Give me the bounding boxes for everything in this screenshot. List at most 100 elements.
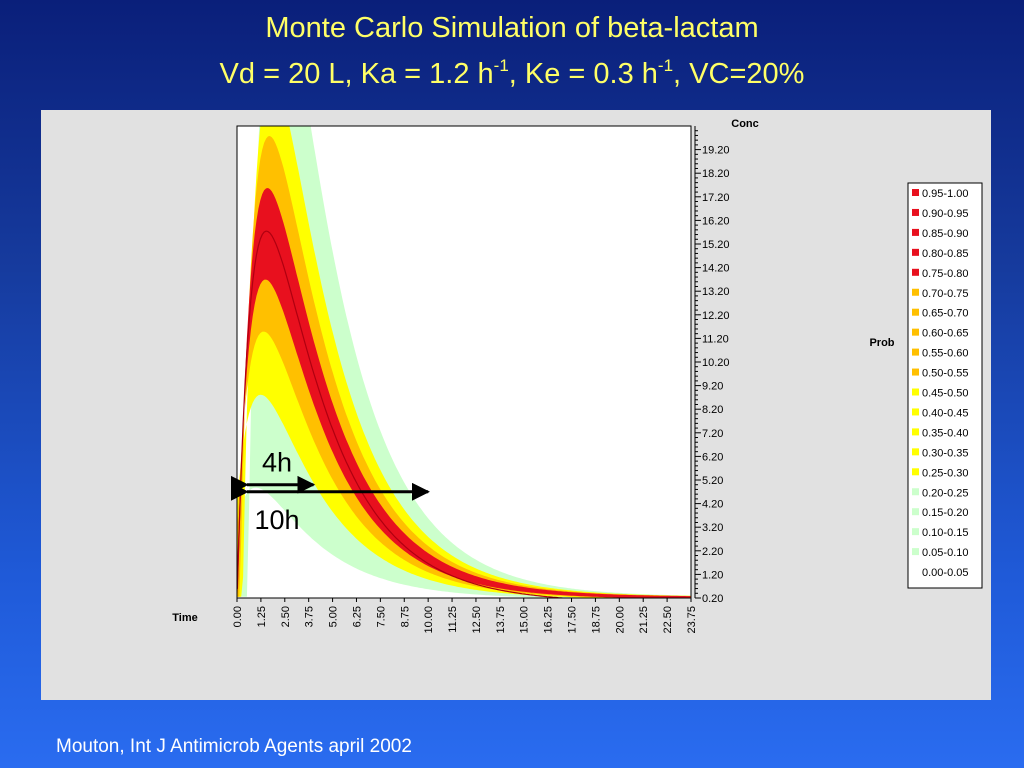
title-part3: , VC=20% bbox=[673, 58, 805, 90]
legend-label: 0.00-0.05 bbox=[922, 567, 968, 579]
y-tick-label: 8.20 bbox=[702, 404, 723, 416]
x-tick-label: 23.75 bbox=[686, 606, 698, 634]
citation: Mouton, Int J Antimicrob Agents april 20… bbox=[56, 736, 412, 757]
median-curve bbox=[237, 230, 572, 598]
legend-label: 0.90-0.95 bbox=[922, 208, 968, 220]
y-axis: 0.20 1.20 2.20 3.20 4.20 5.20 6.20 7.20 8.20 9.20… bbox=[694, 126, 730, 605]
legend-label: 0.85-0.90 bbox=[922, 228, 968, 240]
slide-title-line1: Monte Carlo Simulation of beta-lactam bbox=[265, 12, 759, 44]
x-tick-label: 21.25 bbox=[638, 606, 650, 634]
legend-label: 0.55-0.60 bbox=[922, 348, 968, 360]
legend-swatch bbox=[912, 468, 919, 476]
legend-swatch bbox=[912, 428, 919, 436]
x-tick-label: 20.00 bbox=[614, 606, 626, 634]
y-tick-label: 0.20 bbox=[702, 593, 723, 605]
legend-swatch bbox=[911, 567, 920, 576]
x-tick-label: 10.00 bbox=[423, 606, 435, 634]
y-tick-label: 16.20 bbox=[702, 215, 730, 227]
y-tick-label: 4.20 bbox=[702, 499, 723, 511]
legend-swatch bbox=[912, 388, 919, 396]
x-tick-label: 12.50 bbox=[471, 606, 483, 634]
legend-swatch bbox=[912, 368, 919, 376]
x-tick-label: 3.75 bbox=[304, 606, 316, 627]
legend-label: 0.75-0.80 bbox=[922, 268, 968, 280]
y-tick-label: 5.20 bbox=[702, 475, 723, 487]
legend-label: 0.80-0.85 bbox=[922, 248, 968, 260]
x-tick-label: 22.50 bbox=[662, 606, 674, 634]
annotation-label-4h: 4h bbox=[262, 448, 292, 478]
x-axis: 0.00 1.25 2.50 3.75 5.00 6.25 7.50 8.75 10.00 11.… bbox=[232, 597, 698, 634]
legend-label: 0.15-0.20 bbox=[922, 507, 968, 519]
y-tick-label: 14.20 bbox=[702, 263, 730, 275]
legend: 0.95-1.00 0.90-0.95 0.85-0.90 0.80-0.85 0.75… bbox=[907, 182, 983, 589]
annotations: 4h 10h bbox=[230, 448, 430, 535]
legend-swatch bbox=[912, 288, 919, 296]
legend-swatch bbox=[912, 189, 919, 196]
legend-swatch bbox=[912, 488, 919, 496]
chart-panel: 0.20 1.20 2.20 3.20 4.20 5.20 6.20 7.20 8.20 9.20… bbox=[41, 110, 991, 700]
legend-swatch bbox=[912, 268, 919, 276]
annotation-label-10h: 10h bbox=[254, 505, 299, 535]
y-axis-title: Conc bbox=[731, 118, 759, 130]
legend-label: 0.20-0.25 bbox=[922, 487, 968, 499]
y-tick-label: 6.20 bbox=[702, 451, 723, 463]
x-tick-label: 18.75 bbox=[590, 606, 602, 634]
x-tick-label: 16.25 bbox=[543, 606, 555, 634]
y-tick-label: 19.20 bbox=[702, 145, 730, 157]
x-tick-label: 1.25 bbox=[256, 606, 268, 627]
y-tick-label: 15.20 bbox=[702, 239, 730, 251]
title-part1: Vd = 20 L, Ka = 1.2 h bbox=[219, 58, 494, 90]
legend-label: 0.50-0.55 bbox=[922, 368, 968, 380]
legend-swatch bbox=[912, 348, 919, 356]
x-tick-label: 15.00 bbox=[519, 606, 531, 634]
legend-box bbox=[907, 182, 983, 589]
x-tick-label: 2.50 bbox=[280, 606, 292, 627]
legend-label: 0.70-0.75 bbox=[922, 288, 968, 300]
legend-label: 0.25-0.30 bbox=[922, 467, 968, 479]
y-tick-label: 13.20 bbox=[702, 286, 730, 298]
legend-swatch bbox=[912, 508, 919, 516]
y-tick-label: 7.20 bbox=[702, 428, 723, 440]
y-tick-label: 18.20 bbox=[702, 168, 730, 180]
x-tick-label: 17.50 bbox=[567, 606, 579, 634]
legend-swatch bbox=[912, 528, 919, 536]
legend-title: Prob bbox=[869, 337, 894, 349]
legend-label: 0.05-0.10 bbox=[922, 547, 968, 559]
legend-label: 0.30-0.35 bbox=[922, 447, 968, 459]
y-tick-label: 12.20 bbox=[702, 310, 730, 322]
legend-label: 0.35-0.40 bbox=[922, 427, 968, 439]
title-sup2: -1 bbox=[657, 56, 674, 75]
legend-label: 0.95-1.00 bbox=[922, 188, 968, 200]
x-tick-label: 5.00 bbox=[328, 606, 340, 627]
legend-swatch bbox=[912, 228, 919, 236]
y-tick-label: 10.20 bbox=[702, 357, 730, 369]
x-tick-label: 6.25 bbox=[351, 606, 363, 627]
y-tick-label: 9.20 bbox=[702, 381, 723, 393]
legend-label: 0.40-0.45 bbox=[922, 407, 968, 419]
legend-label: 0.65-0.70 bbox=[922, 308, 968, 320]
legend-swatch bbox=[912, 448, 919, 456]
x-tick-label: 7.50 bbox=[375, 606, 387, 627]
x-axis-title: Time bbox=[172, 612, 197, 624]
legend-swatch bbox=[912, 208, 919, 216]
legend-swatch bbox=[912, 548, 919, 556]
y-tick-label: 2.20 bbox=[702, 546, 723, 558]
y-tick-label: 11.20 bbox=[702, 333, 729, 345]
legend-label: 0.60-0.65 bbox=[922, 328, 968, 340]
legend-label: 0.10-0.15 bbox=[922, 527, 968, 539]
x-tick-label: 13.75 bbox=[495, 606, 507, 634]
legend-swatch bbox=[912, 328, 919, 336]
heatmap-chart: 0.20 1.20 2.20 3.20 4.20 5.20 6.20 7.20 8.20 9.20… bbox=[172, 118, 983, 634]
y-tick-label: 1.20 bbox=[702, 569, 723, 581]
y-tick-label: 3.20 bbox=[702, 522, 723, 534]
legend-swatch bbox=[912, 248, 919, 256]
title-sup1: -1 bbox=[493, 56, 509, 75]
legend-label: 0.45-0.50 bbox=[922, 388, 968, 400]
probability-bands bbox=[237, 126, 691, 598]
x-tick-label: 0.00 bbox=[232, 606, 244, 627]
legend-swatch bbox=[912, 408, 919, 416]
x-tick-label: 11.25 bbox=[447, 606, 459, 633]
y-tick-label: 17.20 bbox=[702, 192, 730, 204]
legend-swatch bbox=[912, 308, 919, 316]
title-part2: , Ke = 0.3 h bbox=[508, 58, 658, 90]
